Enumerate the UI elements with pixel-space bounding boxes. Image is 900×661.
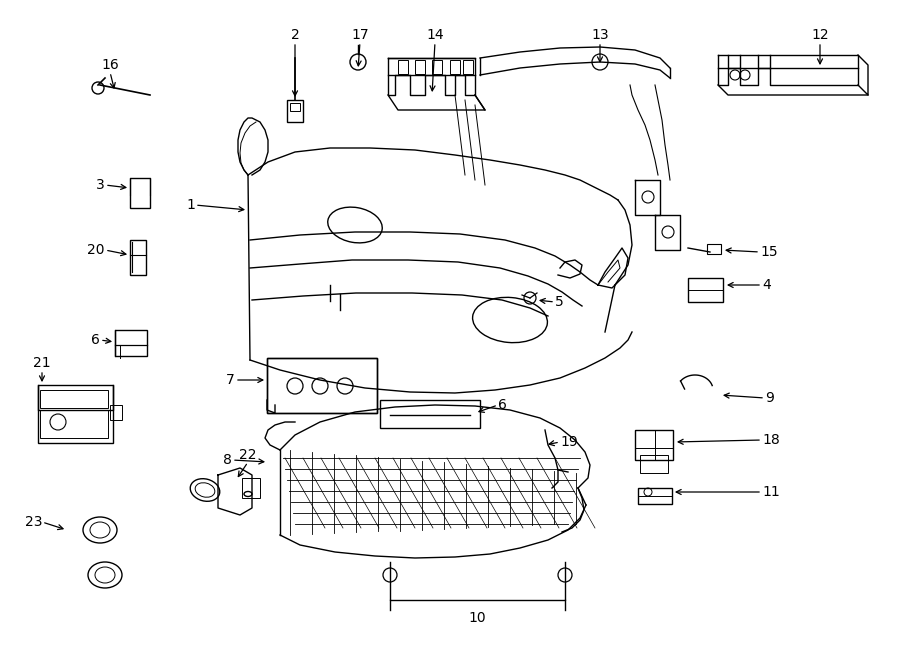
Bar [130, 178, 150, 208]
Bar [380, 400, 480, 428]
Bar [130, 240, 146, 275]
Text: 7: 7 [226, 373, 235, 387]
Text: 1: 1 [186, 198, 195, 212]
Text: 13: 13 [591, 28, 608, 42]
Text: 12: 12 [811, 28, 829, 42]
Bar [287, 100, 303, 122]
Text: 14: 14 [427, 28, 444, 42]
Bar [40, 390, 108, 408]
Bar [640, 455, 668, 473]
Bar [267, 358, 377, 413]
Bar [432, 60, 442, 74]
Bar [398, 60, 408, 74]
Text: 6: 6 [498, 398, 507, 412]
Text: 10: 10 [468, 611, 486, 625]
Bar [110, 405, 122, 420]
Text: 9: 9 [765, 391, 774, 405]
Bar [638, 488, 672, 504]
Bar [463, 60, 473, 74]
Bar [242, 478, 260, 498]
Text: 11: 11 [762, 485, 779, 499]
Text: 17: 17 [351, 28, 369, 42]
Bar [415, 60, 425, 74]
Text: 8: 8 [223, 453, 232, 467]
Bar [40, 410, 108, 438]
Bar [635, 430, 655, 460]
Text: 21: 21 [33, 356, 50, 370]
Text: 3: 3 [96, 178, 105, 192]
Text: 6: 6 [91, 333, 100, 347]
Bar [267, 358, 377, 413]
Text: 2: 2 [291, 28, 300, 42]
Text: 5: 5 [555, 295, 563, 309]
Text: 22: 22 [239, 448, 256, 462]
Bar [707, 244, 721, 254]
Bar [38, 385, 113, 443]
Text: 19: 19 [560, 435, 578, 449]
Text: 16: 16 [101, 58, 119, 72]
Text: 20: 20 [87, 243, 105, 257]
Text: 4: 4 [762, 278, 770, 292]
Bar [115, 330, 147, 356]
Text: 15: 15 [760, 245, 778, 259]
Bar [290, 103, 300, 111]
Text: 18: 18 [762, 433, 779, 447]
Bar [688, 278, 723, 302]
Bar [635, 430, 673, 460]
Text: 23: 23 [24, 515, 42, 529]
Bar [450, 60, 460, 74]
